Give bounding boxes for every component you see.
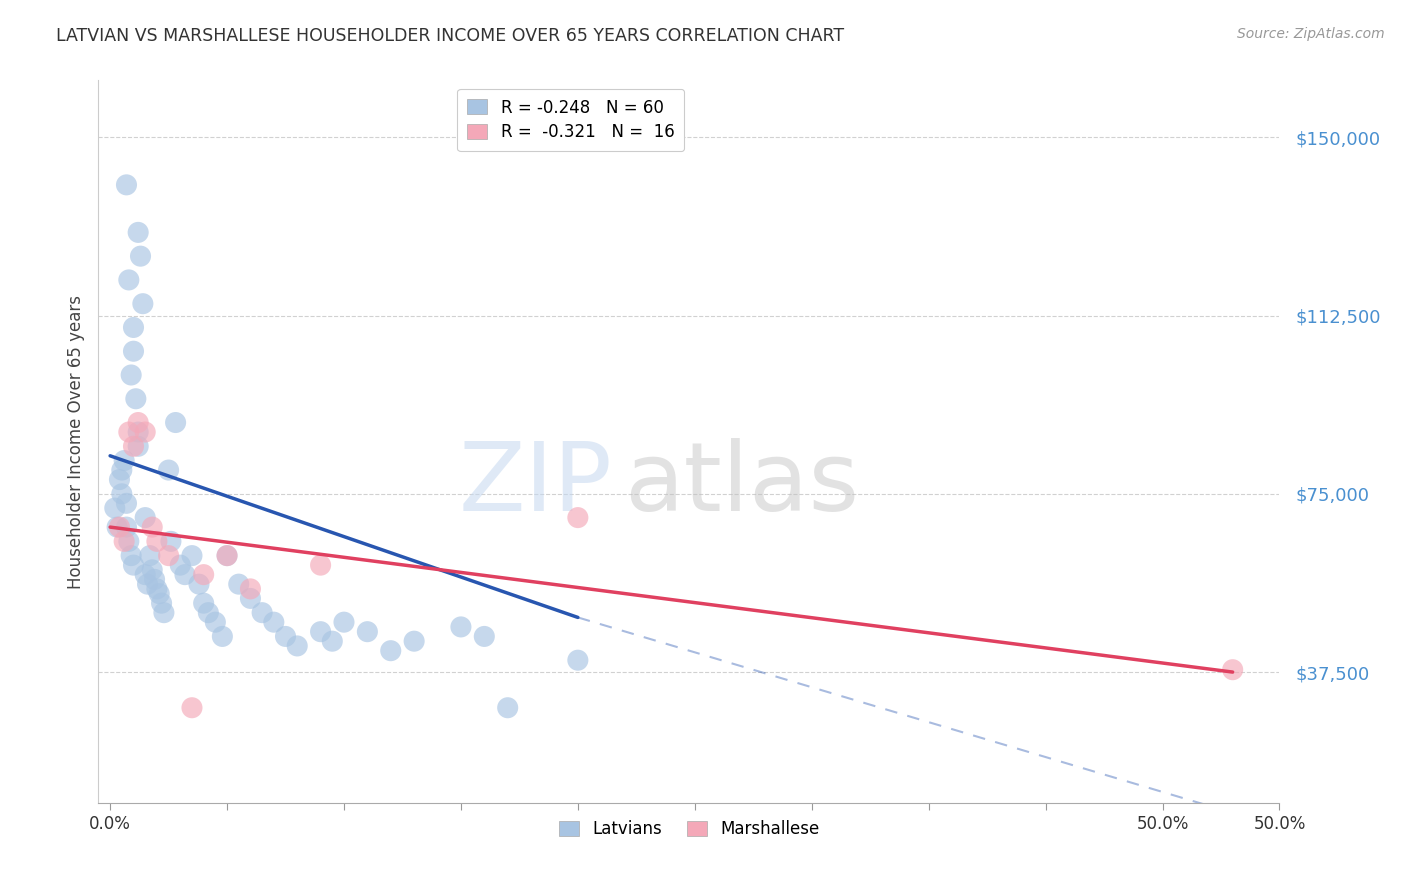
Point [450, 620, 472, 634]
Point [127, 226, 149, 240]
Point [197, 606, 219, 620]
Point [193, 567, 215, 582]
Point [215, 549, 238, 563]
Point [115, 496, 138, 510]
Point [150, 596, 173, 610]
Point [111, 487, 134, 501]
Point [250, 606, 273, 620]
Point [169, 558, 191, 573]
Point [111, 463, 134, 477]
Point [143, 573, 166, 587]
Point [165, 416, 187, 430]
Point [174, 567, 197, 582]
Point [157, 463, 180, 477]
Point [122, 558, 145, 573]
Point [112, 453, 135, 467]
Point [134, 567, 156, 582]
Point [122, 344, 145, 359]
Point [115, 520, 138, 534]
Point [120, 549, 142, 563]
Point [118, 273, 141, 287]
Point [122, 439, 145, 453]
Point [134, 425, 156, 439]
Point [404, 634, 426, 648]
Point [136, 577, 159, 591]
Point [105, 520, 128, 534]
Point [127, 416, 149, 430]
Point [127, 439, 149, 453]
Point [134, 510, 156, 524]
Point [567, 510, 589, 524]
Point [239, 582, 262, 596]
Point [160, 534, 183, 549]
Point [333, 615, 356, 630]
Point [309, 624, 332, 639]
Text: Source: ZipAtlas.com: Source: ZipAtlas.com [1237, 27, 1385, 41]
Point [118, 534, 141, 549]
Point [120, 368, 142, 382]
Point [122, 320, 145, 334]
Point [215, 549, 238, 563]
Point [108, 520, 131, 534]
Point [274, 629, 297, 643]
Point [285, 639, 308, 653]
Point [112, 534, 135, 549]
Point [188, 577, 211, 591]
Legend: Latvians, Marshallese: Latvians, Marshallese [553, 814, 825, 845]
Point [125, 392, 148, 406]
Point [211, 629, 233, 643]
Point [239, 591, 262, 606]
Point [115, 178, 138, 192]
Point [148, 587, 170, 601]
Point [567, 653, 589, 667]
Point [204, 615, 226, 630]
Point [132, 296, 155, 310]
Point [139, 549, 162, 563]
Point [380, 643, 402, 657]
Point [127, 425, 149, 439]
Point [146, 582, 169, 596]
Point [104, 501, 127, 516]
Point [193, 596, 215, 610]
Point [321, 634, 343, 648]
Point [356, 624, 378, 639]
Point [153, 606, 176, 620]
Point [228, 577, 250, 591]
Point [129, 249, 152, 263]
Point [118, 425, 141, 439]
Y-axis label: Householder Income Over 65 years: Householder Income Over 65 years [66, 294, 84, 589]
Point [157, 549, 180, 563]
Text: atlas: atlas [624, 438, 859, 532]
Point [181, 700, 204, 714]
Point [108, 473, 131, 487]
Point [263, 615, 285, 630]
Text: LATVIAN VS MARSHALLESE HOUSEHOLDER INCOME OVER 65 YEARS CORRELATION CHART: LATVIAN VS MARSHALLESE HOUSEHOLDER INCOM… [56, 27, 845, 45]
Text: ZIP: ZIP [458, 438, 612, 532]
Point [496, 700, 519, 714]
Point [146, 534, 169, 549]
Point [181, 549, 204, 563]
Point [141, 520, 163, 534]
Point [472, 629, 495, 643]
Point [1222, 663, 1244, 677]
Point [309, 558, 332, 573]
Point [141, 563, 163, 577]
